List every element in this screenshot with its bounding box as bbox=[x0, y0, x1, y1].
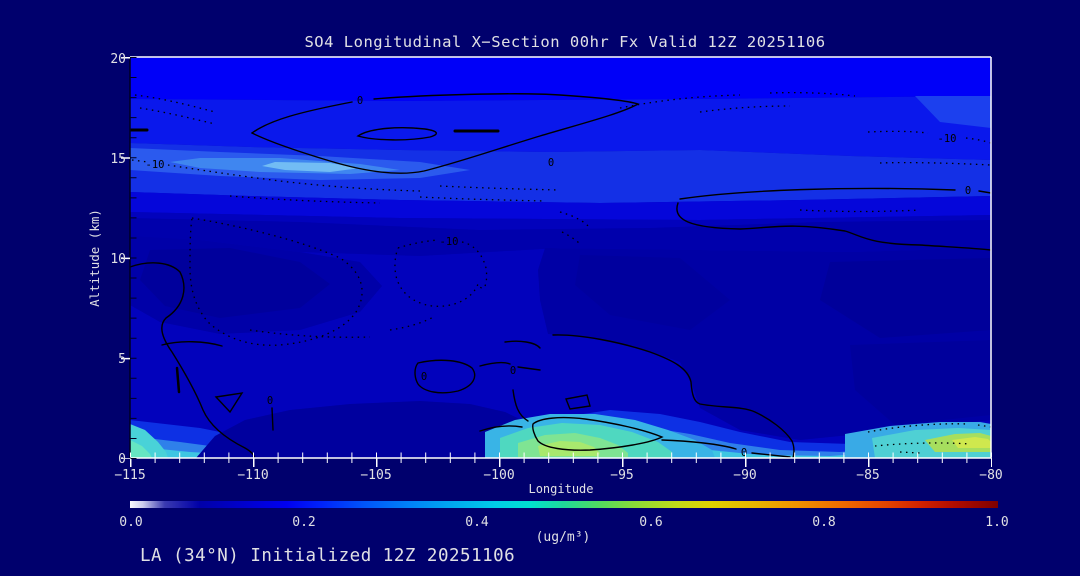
contour-lines-dotted bbox=[131, 91, 991, 454]
contour-line-dotted bbox=[189, 217, 363, 346]
y-tick-label: 5 bbox=[118, 352, 126, 367]
contour-line bbox=[504, 340, 541, 349]
x-tick-label: −90 bbox=[733, 468, 756, 483]
axes-frame bbox=[121, 56, 992, 467]
shaded-concentration-field bbox=[130, 57, 991, 458]
colorbar-gradient bbox=[130, 501, 998, 508]
plume-center-core-bright bbox=[538, 441, 600, 456]
x-axis-label: Longitude bbox=[528, 482, 593, 496]
contour-line bbox=[676, 202, 991, 251]
y-tick-label: 15 bbox=[110, 152, 126, 167]
contour-label-zero: 0 bbox=[548, 157, 554, 169]
colorbar-tick-labels: 0.0 0.2 0.4 0.6 0.8 1.0 bbox=[119, 515, 1008, 530]
colorbar-tick-label: 0.4 bbox=[465, 515, 489, 530]
contour-line bbox=[679, 187, 956, 200]
contour-line bbox=[751, 452, 791, 458]
contour-label-zero: 0 bbox=[965, 185, 971, 197]
contour-line-dotted bbox=[131, 159, 149, 163]
contour-labels: 0 0 0 0 0 0 0 -10 -10 -10 bbox=[146, 95, 972, 459]
x-tick-label: −115 bbox=[114, 468, 145, 483]
y-tick-label: 0 bbox=[118, 452, 126, 467]
contour-lines-solid bbox=[130, 93, 991, 458]
contour-label-neg10: -10 bbox=[938, 133, 957, 145]
contour-label-zero: 0 bbox=[421, 371, 427, 383]
x-tick-label: −95 bbox=[610, 468, 633, 483]
contour-line bbox=[271, 407, 274, 431]
colorbar-unit-label: (ug/m³) bbox=[536, 530, 591, 545]
contour-line-dotted bbox=[439, 185, 559, 191]
contour-label-zero: 0 bbox=[357, 95, 363, 107]
contour-line bbox=[251, 101, 353, 134]
contour-label-neg10: -10 bbox=[146, 159, 165, 171]
contour-line-dotted bbox=[867, 130, 929, 134]
contour-label-neg10: -10 bbox=[440, 236, 459, 248]
contour-line-dotted bbox=[561, 231, 581, 245]
contour-line bbox=[978, 190, 991, 194]
contour-line-dotted bbox=[167, 164, 421, 192]
contour-line bbox=[356, 127, 437, 141]
x-tick-labels: −115 −110 −105 −100 −95 −90 −85 −80 bbox=[114, 468, 1002, 483]
colorbar: 0.0 0.2 0.4 0.6 0.8 1.0 (ug/m³) bbox=[119, 501, 1009, 545]
contour-label-zero: 0 bbox=[510, 365, 516, 377]
footer-annotation: LA (34°N) Initialized 12Z 20251106 bbox=[140, 546, 515, 566]
contour-line bbox=[565, 394, 591, 410]
field-band-top bbox=[130, 57, 991, 101]
contour-line-dotted bbox=[419, 196, 546, 202]
contour-line bbox=[175, 366, 181, 394]
contour-line bbox=[552, 334, 795, 458]
colorbar-tick-label: 0.2 bbox=[292, 515, 315, 530]
field-topright-light bbox=[915, 96, 991, 128]
contour-line-dotted bbox=[249, 329, 371, 338]
contour-label-zero: 0 bbox=[741, 447, 747, 459]
contour-line bbox=[130, 262, 255, 458]
contour-line bbox=[661, 439, 737, 450]
y-tick-labels: 20 15 10 5 0 bbox=[110, 52, 126, 467]
dark-blob-right-inner2 bbox=[850, 340, 991, 425]
x-tick-label: −100 bbox=[483, 468, 514, 483]
dark-band-mid bbox=[130, 218, 991, 256]
plume-left-core bbox=[130, 440, 152, 458]
colorbar-tick-label: 0.8 bbox=[812, 515, 835, 530]
contour-line-dotted bbox=[394, 241, 488, 307]
contour-line bbox=[512, 389, 529, 422]
x-tick-label: −80 bbox=[979, 468, 1002, 483]
contour-line bbox=[161, 341, 223, 347]
field-transition-band bbox=[130, 192, 991, 220]
contour-line-dotted bbox=[397, 239, 439, 249]
x-tick-label: −85 bbox=[856, 468, 879, 483]
dark-blob-left-inner bbox=[140, 248, 330, 318]
contour-line-dotted bbox=[134, 94, 216, 113]
contour-line bbox=[532, 416, 664, 451]
contour-line-dotted bbox=[619, 94, 741, 109]
dark-blob-right-inner3 bbox=[575, 255, 730, 330]
colorbar-tick-label: 0.6 bbox=[639, 515, 662, 530]
y-tick-label: 10 bbox=[110, 252, 126, 267]
contour-line bbox=[251, 93, 640, 174]
y-axis-label: Altitude (km) bbox=[87, 209, 102, 307]
contour-line bbox=[414, 359, 476, 394]
x-tick-label: −105 bbox=[360, 468, 391, 483]
field-band-2 bbox=[130, 96, 991, 160]
x-tick-label: −110 bbox=[237, 468, 268, 483]
contour-line-dotted bbox=[799, 209, 921, 213]
contour-label-zero: 0 bbox=[267, 395, 273, 407]
contour-line bbox=[479, 361, 511, 367]
contour-line bbox=[214, 392, 244, 414]
contour-line bbox=[517, 366, 541, 371]
contour-line bbox=[479, 425, 523, 432]
colorbar-tick-label: 1.0 bbox=[985, 515, 1008, 530]
contour-line-dotted bbox=[139, 107, 216, 125]
y-tick-label: 20 bbox=[110, 52, 126, 67]
contour-line-dotted bbox=[229, 195, 381, 204]
plume-right-core-bright bbox=[952, 437, 991, 448]
contour-line-dotted bbox=[977, 424, 991, 428]
elevated-layer-core bbox=[262, 162, 360, 172]
colorbar-tick-label: 0.0 bbox=[119, 515, 142, 530]
dark-blob-right-inner1 bbox=[820, 258, 991, 338]
dark-surface-mountain bbox=[196, 401, 578, 458]
plot-title: SO4 Longitudinal X−Section 00hr Fx Valid… bbox=[304, 33, 825, 51]
